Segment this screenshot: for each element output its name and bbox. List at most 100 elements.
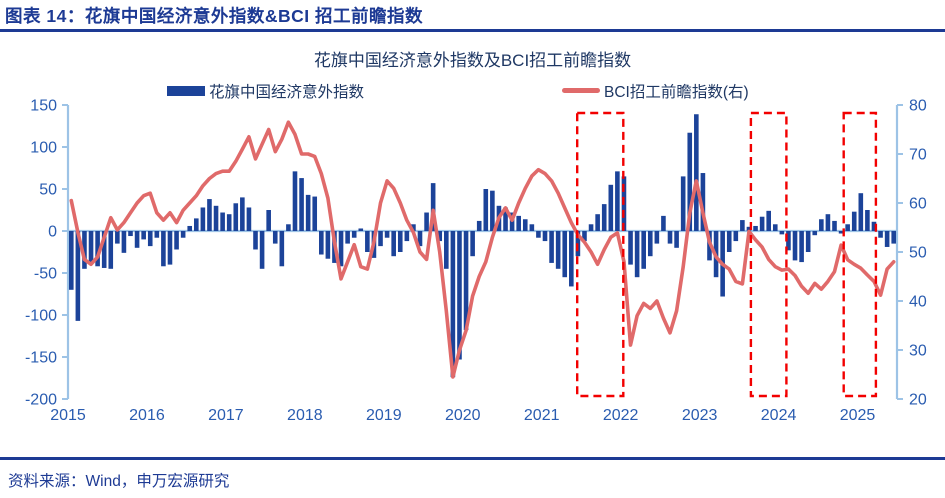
cesi-bar xyxy=(766,210,771,231)
x-tick-label: 2024 xyxy=(761,407,797,424)
cesi-bar xyxy=(503,207,508,231)
cesi-bar xyxy=(779,231,785,235)
cesi-bar xyxy=(378,231,383,247)
y-tick-label-left: -100 xyxy=(25,308,57,325)
cesi-bar xyxy=(845,224,850,231)
cesi-bar xyxy=(391,231,396,257)
cesi-bar xyxy=(891,231,897,244)
cesi-bar xyxy=(641,231,646,269)
cesi-bar xyxy=(200,207,206,231)
x-tick-label: 2019 xyxy=(366,407,402,424)
cesi-bar xyxy=(286,224,291,231)
cesi-bar xyxy=(430,183,436,231)
cesi-bar xyxy=(319,231,324,255)
cesi-bar xyxy=(312,196,318,231)
cesi-bar xyxy=(180,231,186,238)
cesi-bar xyxy=(351,231,357,238)
cesi-bar xyxy=(536,231,541,238)
cesi-bar xyxy=(101,231,107,268)
cesi-bar xyxy=(457,231,462,360)
cesi-bar xyxy=(365,231,370,252)
cesi-bar xyxy=(858,193,864,231)
x-tick-label: 2021 xyxy=(524,407,560,424)
cesi-bar xyxy=(772,224,778,231)
cesi-bar xyxy=(490,190,495,231)
y-tick-label-left: 0 xyxy=(48,224,57,241)
cesi-bar xyxy=(88,231,94,263)
cesi-bar xyxy=(167,231,173,265)
cesi-bar xyxy=(68,231,74,290)
cesi-bar xyxy=(154,231,160,238)
cesi-bar xyxy=(134,231,140,248)
cesi-bar xyxy=(608,184,614,231)
x-tick-label: 2015 xyxy=(50,407,86,424)
cesi-bar xyxy=(115,231,120,244)
cesi-bar xyxy=(825,214,831,231)
cesi-bar xyxy=(470,231,475,257)
cesi-bar xyxy=(687,132,693,231)
cesi-bar xyxy=(542,231,548,242)
cesi-bar xyxy=(615,171,620,231)
cesi-bar xyxy=(411,224,416,231)
cesi-bar xyxy=(555,231,561,269)
legend-item-bci: BCI招工前瞻指数(右) xyxy=(562,83,749,101)
cesi-bar xyxy=(161,231,166,267)
x-tick-label: 2016 xyxy=(129,407,165,424)
cesi-bar xyxy=(674,231,679,248)
cesi-bar xyxy=(792,231,798,261)
cesi-bar xyxy=(601,204,607,231)
cesi-bar xyxy=(700,173,706,231)
cesi-bar xyxy=(338,231,344,267)
cesi-bar xyxy=(292,171,298,231)
cesi-bar xyxy=(259,231,265,269)
header-divider-line xyxy=(0,29,945,32)
cesi-bar xyxy=(786,231,791,251)
cesi-bar xyxy=(240,197,245,231)
y-tick-label-right: 30 xyxy=(909,343,927,360)
cesi-bar xyxy=(233,203,239,231)
cesi-bar xyxy=(759,216,765,231)
cesi-bar xyxy=(569,231,574,287)
highlight-box xyxy=(749,111,788,398)
y-tick-label-right: 40 xyxy=(909,294,927,311)
legend-label-cesi: 花旗中国经济意外指数 xyxy=(209,83,365,101)
cesi-bar xyxy=(174,231,179,250)
chart-title: 花旗中国经济意外指数及BCI招工前瞻指数 xyxy=(313,51,632,70)
x-tick-label: 2017 xyxy=(208,407,244,424)
x-tick-label: 2018 xyxy=(287,407,323,424)
cesi-bar xyxy=(194,218,199,231)
cesi-bar xyxy=(694,114,699,231)
y-tick-label-right: 20 xyxy=(909,392,927,409)
cesi-bar xyxy=(516,215,521,231)
cesi-bar xyxy=(595,214,600,231)
y-tick-label-left: -50 xyxy=(34,266,57,283)
cesi-bar xyxy=(805,231,811,252)
x-tick-label: 2022 xyxy=(603,407,639,424)
x-tick-label: 2020 xyxy=(445,407,481,424)
y-tick-label-right: 50 xyxy=(909,245,927,262)
cesi-bar xyxy=(680,176,686,231)
cesi-bar xyxy=(450,231,456,378)
legend-item-cesi: 花旗中国经济意外指数 xyxy=(167,83,364,101)
cesi-bar xyxy=(305,194,311,231)
cesi-bar xyxy=(871,221,877,231)
source-text: 资料来源：Wind，申万宏源研究 xyxy=(8,473,230,490)
cesi-bar xyxy=(588,224,594,231)
cesi-bar xyxy=(121,231,127,253)
highlight-box xyxy=(576,111,625,398)
cesi-bar xyxy=(325,231,331,259)
cesi-bar xyxy=(628,231,633,265)
cesi-bar xyxy=(740,220,745,231)
cesi-bar xyxy=(147,231,153,247)
cesi-bar xyxy=(424,212,429,231)
legend-label-bci: BCI招工前瞻指数(右) xyxy=(604,83,749,101)
cesi-bar xyxy=(397,231,403,252)
bar-series-swatch xyxy=(167,85,205,96)
cesi-bar xyxy=(95,231,100,267)
cesi-bar xyxy=(253,231,258,250)
y-tick-label-right: 80 xyxy=(909,98,927,115)
cesi-bar xyxy=(549,231,554,263)
cesi-bar xyxy=(246,207,252,231)
cesi-bar xyxy=(483,189,489,231)
